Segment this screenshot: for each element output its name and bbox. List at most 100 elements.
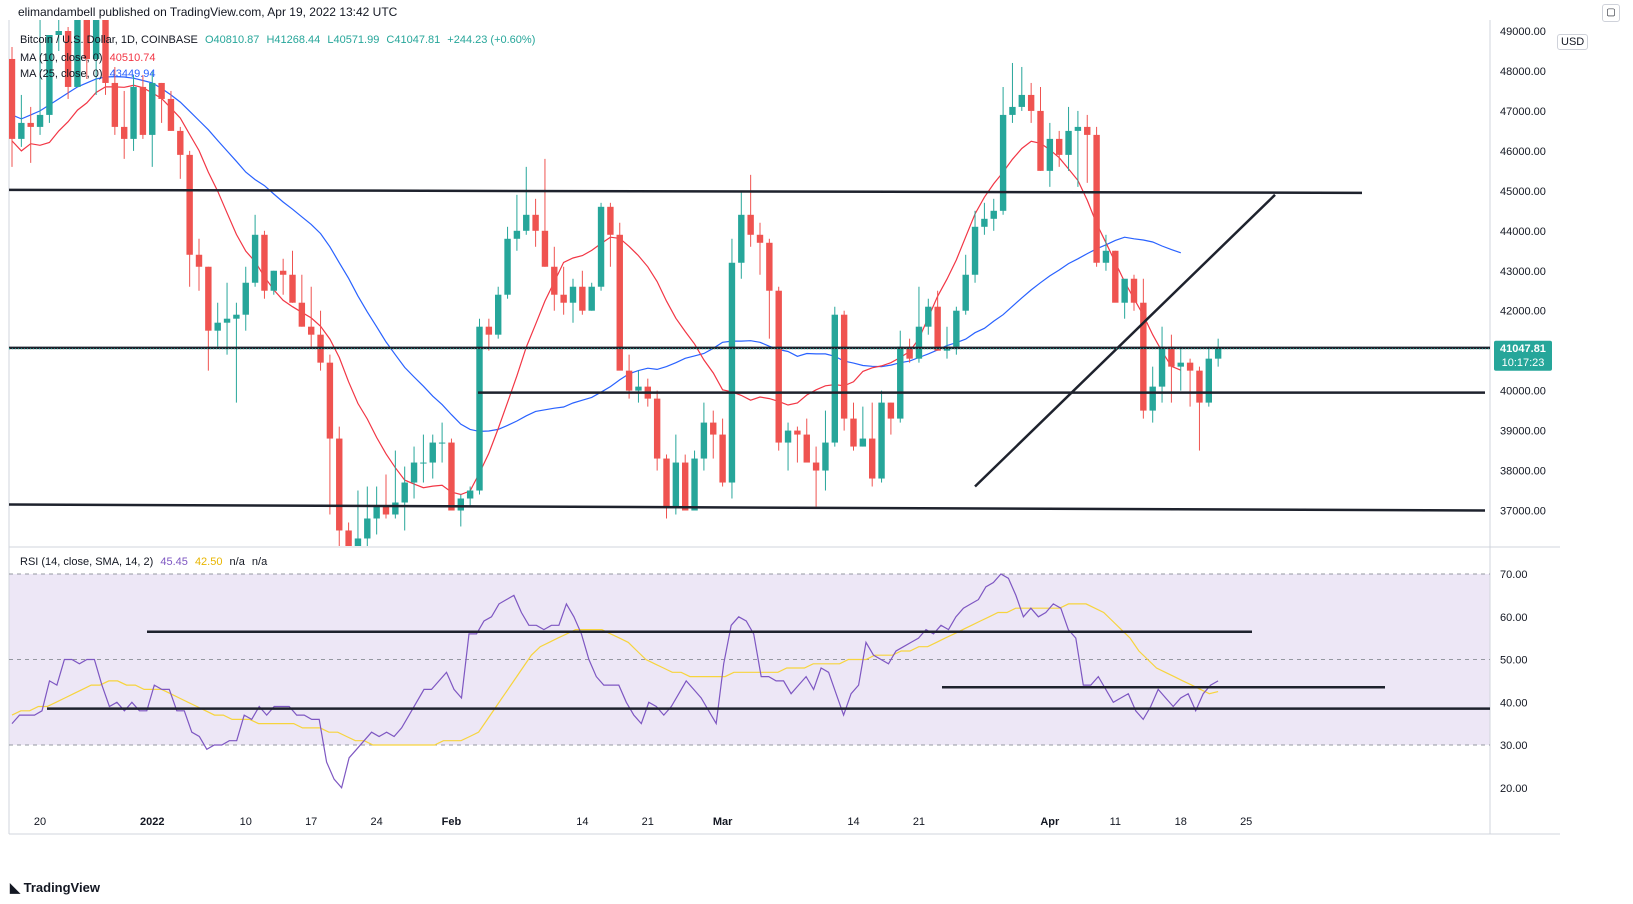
candle-body bbox=[326, 362, 334, 439]
rsi-ma-line bbox=[11, 603, 1219, 746]
rsi-line bbox=[11, 573, 1219, 790]
candle-body bbox=[625, 370, 633, 391]
time-tick-label: 25 bbox=[1240, 816, 1252, 828]
candle-body bbox=[803, 434, 810, 463]
candle-body bbox=[541, 230, 549, 267]
candle-body bbox=[233, 314, 240, 319]
symbol-legend: Bitcoin / U.S. Dollar, 1D, COINBASE O408… bbox=[20, 34, 539, 46]
rsi-tick-label: 50.00 bbox=[1500, 655, 1528, 667]
candle-body bbox=[186, 154, 193, 255]
countdown-label: 10:17:23 bbox=[1502, 357, 1545, 369]
candle-body bbox=[999, 114, 1007, 211]
candle-body bbox=[121, 126, 128, 139]
price-tick-label: 49000.00 bbox=[1500, 26, 1546, 38]
candle-body bbox=[700, 422, 708, 459]
ascending-trendline bbox=[974, 193, 1276, 488]
time-tick-label: 14 bbox=[576, 816, 588, 828]
candle-body bbox=[691, 458, 698, 511]
candle-body bbox=[887, 402, 895, 419]
price-tick-label: 40000.00 bbox=[1500, 386, 1546, 398]
candle-body bbox=[420, 462, 427, 464]
candle-body bbox=[1056, 138, 1063, 155]
candle-body bbox=[46, 34, 53, 115]
candle-body bbox=[102, 20, 109, 83]
rsi-pane bbox=[11, 573, 1490, 790]
candle-body bbox=[653, 398, 661, 459]
last-price-tag bbox=[1494, 340, 1552, 371]
candle-body bbox=[1205, 358, 1212, 403]
candle-body bbox=[1214, 348, 1222, 359]
time-tick-label: 17 bbox=[305, 816, 317, 828]
symbol-title: Bitcoin / U.S. Dollar, 1D, COINBASE bbox=[20, 34, 198, 46]
time-tick-label: 2022 bbox=[140, 816, 164, 828]
candle-body bbox=[92, 20, 100, 59]
candle-body bbox=[981, 218, 988, 227]
candle-body bbox=[513, 230, 521, 239]
rsi-tick-label: 20.00 bbox=[1500, 783, 1528, 795]
candle-body bbox=[401, 482, 408, 503]
candle-body bbox=[36, 114, 44, 127]
candle-body bbox=[83, 20, 90, 59]
time-tick-label: 24 bbox=[371, 816, 383, 828]
publisher-header: elimandambell published on TradingView.c… bbox=[18, 5, 398, 19]
candle-body bbox=[289, 274, 296, 303]
candle-body bbox=[616, 234, 623, 371]
resistance-line bbox=[9, 188, 1363, 195]
close-value: C41047.81 bbox=[386, 34, 441, 46]
candle-body bbox=[897, 346, 904, 419]
candle-body bbox=[1130, 278, 1138, 303]
candle-body bbox=[298, 302, 306, 327]
candle-body bbox=[523, 214, 530, 231]
candle-body bbox=[747, 214, 754, 235]
candle-body bbox=[990, 210, 997, 219]
time-tick-label: 14 bbox=[847, 816, 859, 828]
time-tick-label: 20 bbox=[34, 816, 46, 828]
candle-body bbox=[672, 462, 680, 507]
price-tick-label: 44000.00 bbox=[1500, 226, 1546, 238]
last-price-label: 41047.81 bbox=[1500, 343, 1546, 355]
candle-body bbox=[756, 234, 764, 243]
candle-body bbox=[1093, 134, 1100, 263]
candle-body bbox=[1065, 130, 1072, 155]
candle-body bbox=[336, 438, 343, 531]
candle-body bbox=[635, 386, 642, 391]
chart-settings-icon[interactable]: ▢ bbox=[1602, 4, 1620, 22]
candle-body bbox=[859, 438, 867, 447]
time-tick-label: Mar bbox=[713, 816, 733, 828]
candle-body bbox=[457, 498, 464, 511]
candle-body bbox=[495, 294, 502, 335]
candle-body bbox=[822, 442, 829, 471]
rsi-legend: RSI (14, close, SMA, 14, 2) 45.45 42.50 … bbox=[20, 556, 271, 568]
candle-body bbox=[1046, 138, 1054, 171]
candle-body bbox=[953, 310, 960, 347]
candle-body bbox=[1177, 362, 1184, 367]
candle-body bbox=[251, 234, 259, 283]
candle-body bbox=[429, 442, 436, 463]
candle-body bbox=[373, 506, 380, 519]
candle-body bbox=[18, 122, 25, 139]
rsi-value: 45.45 bbox=[160, 556, 188, 568]
lower-support-line bbox=[9, 503, 1486, 512]
price-tick-label: 37000.00 bbox=[1500, 506, 1546, 518]
candle-body bbox=[560, 294, 567, 303]
open-value: O40810.87 bbox=[204, 34, 260, 46]
candle-body bbox=[840, 314, 848, 419]
candle-body bbox=[1084, 126, 1091, 135]
ma10-legend: MA (10, close, 0) 40510.74 bbox=[20, 52, 160, 64]
candle-body bbox=[766, 242, 773, 291]
candle-body bbox=[794, 430, 801, 435]
currency-button[interactable]: USD bbox=[1557, 34, 1589, 50]
candle-body bbox=[27, 122, 34, 127]
candle-body bbox=[532, 214, 539, 231]
rsi-tick-label: 70.00 bbox=[1500, 569, 1528, 581]
ma10-label: MA (10, close, 0) bbox=[20, 52, 103, 64]
candle-body bbox=[177, 130, 184, 155]
candle-body bbox=[466, 490, 474, 499]
ma25-legend: MA (25, close, 0) 43449.94 bbox=[20, 68, 160, 80]
candle-body bbox=[139, 86, 147, 135]
candle-body bbox=[607, 206, 614, 235]
candle-body bbox=[1158, 346, 1166, 387]
candle-body bbox=[962, 274, 969, 311]
candle-body bbox=[485, 326, 493, 335]
